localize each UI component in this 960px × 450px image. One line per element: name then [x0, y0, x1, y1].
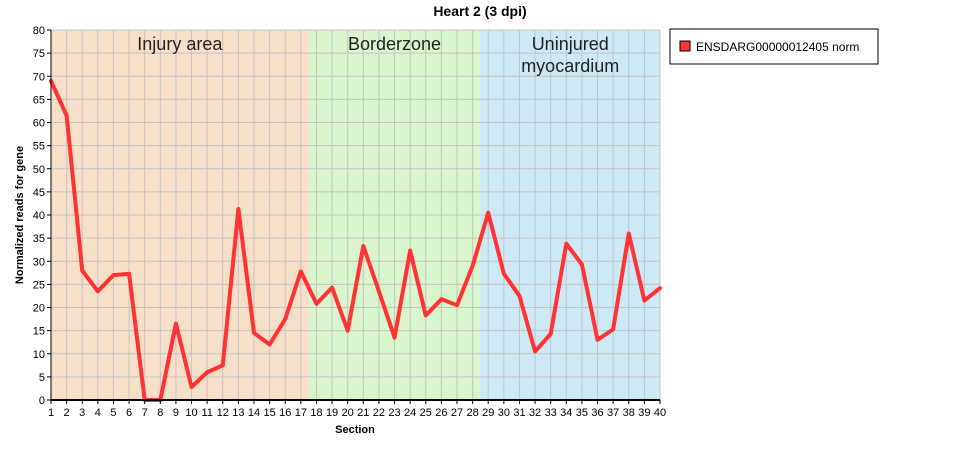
region-label-line: Uninjured [532, 34, 609, 54]
y-tick-label: 70 [33, 71, 45, 83]
grid [50, 29, 661, 401]
region-label-line: Borderzone [348, 34, 441, 54]
y-tick-label: 65 [33, 94, 45, 106]
x-tick-label: 14 [248, 407, 260, 419]
x-tick-label: 27 [451, 407, 463, 419]
x-tick-label: 36 [591, 407, 603, 419]
y-tick-label: 30 [33, 256, 45, 268]
x-tick-label: 4 [95, 407, 101, 419]
legend-swatch [679, 40, 691, 52]
x-tick-label: 11 [201, 407, 212, 419]
legend: ENSDARG00000012405 norm [669, 28, 879, 65]
y-tick-label: 50 [33, 164, 45, 176]
y-tick-label: 25 [33, 279, 45, 291]
x-tick-label: 13 [232, 407, 244, 419]
x-tick-label: 32 [529, 407, 541, 419]
x-tick-label: 12 [217, 407, 229, 419]
y-tick-label: 35 [33, 233, 45, 245]
x-tick-label: 19 [326, 407, 338, 419]
x-tick-label: 38 [623, 407, 635, 419]
x-tick-label: 24 [404, 407, 416, 419]
y-tick-label: 45 [33, 187, 45, 199]
x-tick-label: 30 [498, 407, 510, 419]
y-tick-label: 60 [33, 118, 45, 130]
x-tick-label: 5 [110, 407, 116, 419]
x-tick-label: 37 [607, 407, 619, 419]
legend-label: ENSDARG00000012405 norm [696, 40, 859, 54]
legend-box [669, 28, 879, 65]
x-tick-labels: 1 2 3 4 5 6 7 8 9 10 11 12 13 14 15 16 17 18 19 20 21 22 23 24 2… [48, 400, 666, 419]
x-tick-label: 8 [157, 407, 163, 419]
y-tick-label: 80 [33, 25, 45, 37]
x-tick-label: 25 [420, 407, 432, 419]
x-tick-label: 23 [388, 407, 400, 419]
x-tick-label: 10 [185, 407, 197, 419]
x-tick-label: 31 [513, 407, 525, 419]
y-tick-label: 75 [33, 48, 45, 60]
region-label-0: Injury area [137, 34, 223, 54]
x-tick-label: 2 [64, 407, 70, 419]
y-tick-label: 40 [33, 210, 45, 222]
y-tick-label: 5 [39, 372, 45, 384]
y-tick-label: 20 [33, 303, 45, 315]
x-tick-label: 21 [357, 407, 369, 419]
region-label-line: Injury area [137, 34, 223, 54]
x-tick-label: 28 [466, 407, 478, 419]
x-tick-label: 6 [126, 407, 132, 419]
y-tick-label: 15 [33, 326, 45, 338]
x-tick-label: 33 [545, 407, 557, 419]
x-tick-label: 3 [79, 407, 85, 419]
x-tick-label: 29 [482, 407, 494, 419]
x-tick-label: 22 [373, 407, 385, 419]
x-tick-label: 1 [48, 407, 54, 419]
region-label-1: Borderzone [348, 34, 441, 54]
x-tick-label: 20 [342, 407, 354, 419]
x-tick-label: 7 [142, 407, 148, 419]
y-axis-title: Normalized reads for gene [14, 146, 26, 284]
y-tick-label: 55 [33, 141, 45, 153]
region-label-line: myocardium [521, 56, 619, 76]
x-axis-title: Section [335, 424, 375, 436]
x-tick-label: 40 [654, 407, 666, 419]
x-tick-label: 34 [560, 407, 572, 419]
x-tick-label: 16 [279, 407, 291, 419]
region-labels: Injury area Borderzone Uninjured myocardium [137, 34, 619, 76]
x-tick-label: 39 [638, 407, 650, 419]
y-tick-labels: 0 5 10 15 20 25 30 35 40 45 50 55 60 65 70 75 80 [33, 25, 51, 407]
y-tick-label: 0 [39, 395, 45, 407]
region-label-2: Uninjured myocardium [521, 34, 619, 76]
chart-title: Heart 2 (3 dpi) [433, 3, 526, 19]
x-tick-label: 35 [576, 407, 588, 419]
x-tick-label: 17 [295, 407, 307, 419]
y-tick-label: 10 [33, 349, 45, 361]
x-tick-label: 15 [263, 407, 275, 419]
x-tick-label: 26 [435, 407, 447, 419]
x-tick-label: 9 [173, 407, 179, 419]
x-tick-label: 18 [310, 407, 322, 419]
